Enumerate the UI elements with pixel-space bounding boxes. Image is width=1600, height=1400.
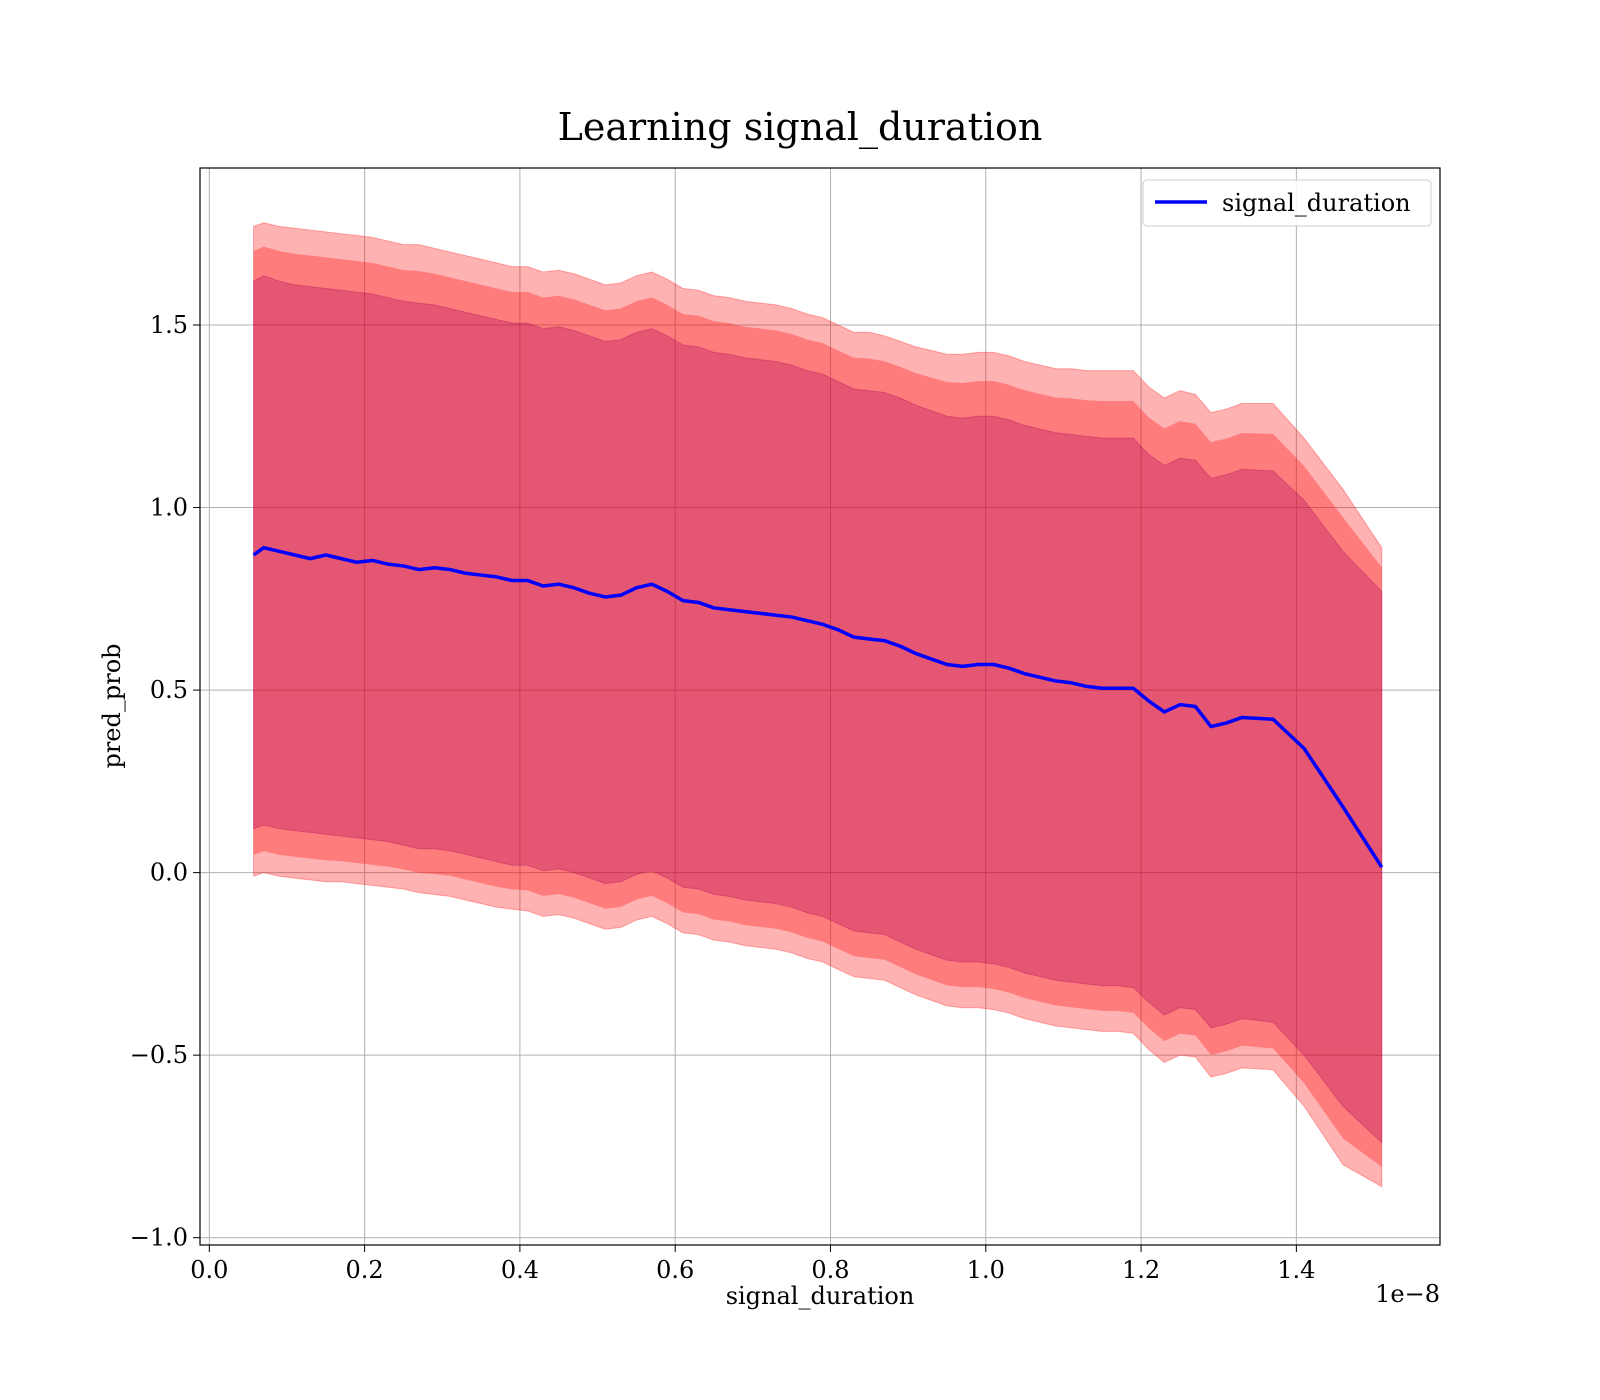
- series-lines: [252, 545, 1384, 869]
- x-axis-label: signal_duration: [726, 1282, 915, 1310]
- x-tick-label-6: 1.2: [1122, 1256, 1160, 1284]
- confidence-bands: [253, 222, 1383, 1188]
- legend-entry-label: signal_duration: [1222, 189, 1411, 217]
- x-tick-label-2: 0.4: [501, 1256, 539, 1284]
- series-line-0: [252, 545, 1384, 869]
- x-tick-label-0: 0.0: [190, 1256, 228, 1284]
- chart-title: Learning signal_duration: [558, 105, 1043, 150]
- y-tick-label-3: 0.5: [150, 676, 188, 704]
- x-tick-label-1: 0.2: [346, 1256, 384, 1284]
- legend: signal_duration: [1142, 179, 1432, 227]
- y-tick-label-2: 0.0: [150, 859, 188, 887]
- y-axis-label: pred_prob: [98, 643, 126, 768]
- y-tick-label-0: −1.0: [130, 1224, 188, 1252]
- x-tick-label-7: 1.4: [1277, 1256, 1315, 1284]
- grid: [200, 168, 1440, 1245]
- x-axis-ticks: 0.0 0.2 0.4 0.6 0.8 1.0 1.2 1.4: [190, 1245, 1315, 1284]
- outer-band: [253, 222, 1383, 1188]
- y-tick-label-1: −0.5: [130, 1041, 188, 1069]
- y-tick-label-4: 1.0: [150, 494, 188, 522]
- legend-box: [1142, 179, 1432, 227]
- x-tick-label-5: 1.0: [967, 1256, 1005, 1284]
- x-tick-label-4: 0.8: [811, 1256, 849, 1284]
- y-axis-ticks: −1.0 −0.5 0.0 0.5 1.0 1.5: [130, 311, 200, 1252]
- plot-frame: [199, 167, 1441, 1246]
- x-axis-offset-label: 1e−8: [1375, 1280, 1440, 1308]
- x-tick-label-3: 0.6: [656, 1256, 694, 1284]
- middle-band: [253, 246, 1382, 1167]
- inner-band: [253, 275, 1383, 1144]
- y-tick-label-5: 1.5: [150, 311, 188, 339]
